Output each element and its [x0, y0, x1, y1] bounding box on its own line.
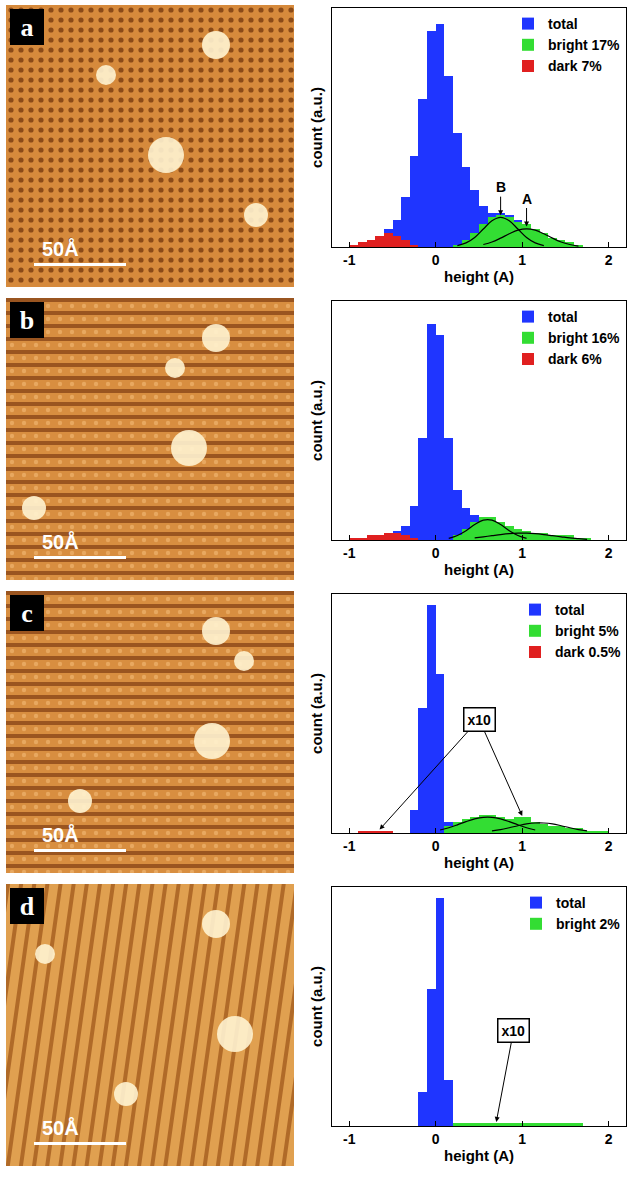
- svg-text:50Å: 50Å: [42, 237, 79, 260]
- svg-text:0: 0: [432, 838, 440, 854]
- svg-text:50Å: 50Å: [42, 1116, 79, 1139]
- svg-text:b: b: [20, 306, 34, 335]
- svg-text:count (a.u.): count (a.u.): [308, 966, 325, 1047]
- svg-text:height (A): height (A): [444, 561, 514, 578]
- svg-text:2: 2: [605, 838, 613, 854]
- svg-text:a: a: [21, 13, 34, 42]
- svg-text:-1: -1: [343, 545, 356, 561]
- svg-text:0: 0: [432, 252, 440, 268]
- svg-text:1: 1: [518, 545, 526, 561]
- svg-text:bright 2%: bright 2%: [556, 916, 620, 932]
- svg-text:1: 1: [518, 1131, 526, 1147]
- svg-text:height (A): height (A): [444, 854, 514, 871]
- svg-text:total: total: [548, 309, 578, 325]
- svg-text:2: 2: [605, 545, 613, 561]
- svg-text:1: 1: [518, 838, 526, 854]
- svg-text:height (A): height (A): [444, 268, 514, 285]
- svg-text:B: B: [496, 179, 506, 195]
- svg-text:count (a.u.): count (a.u.): [308, 380, 325, 461]
- svg-text:d: d: [20, 892, 35, 921]
- svg-text:total: total: [556, 895, 586, 911]
- svg-text:x10: x10: [502, 1023, 526, 1039]
- svg-text:total: total: [548, 16, 578, 32]
- svg-text:bright 16%: bright 16%: [548, 330, 620, 346]
- svg-text:dark 6%: dark 6%: [548, 351, 602, 367]
- svg-text:50Å: 50Å: [42, 823, 79, 846]
- svg-text:50Å: 50Å: [42, 530, 79, 553]
- svg-text:dark 0.5%: dark 0.5%: [555, 644, 621, 660]
- svg-text:bright 5%: bright 5%: [555, 623, 619, 639]
- svg-text:-1: -1: [343, 252, 356, 268]
- svg-text:dark 7%: dark 7%: [548, 58, 602, 74]
- svg-text:count (a.u.): count (a.u.): [308, 87, 325, 168]
- svg-text:bright 17%: bright 17%: [548, 37, 620, 53]
- svg-text:A: A: [522, 191, 532, 207]
- svg-text:1: 1: [518, 252, 526, 268]
- svg-text:2: 2: [605, 1131, 613, 1147]
- svg-text:0: 0: [432, 1131, 440, 1147]
- svg-text:count (a.u.): count (a.u.): [308, 673, 325, 754]
- svg-text:total: total: [555, 602, 585, 618]
- svg-text:x10: x10: [468, 712, 492, 728]
- svg-text:c: c: [21, 599, 33, 628]
- svg-text:-1: -1: [343, 838, 356, 854]
- svg-text:height (A): height (A): [444, 1147, 514, 1164]
- svg-text:-1: -1: [343, 1131, 356, 1147]
- svg-text:0: 0: [432, 545, 440, 561]
- svg-text:2: 2: [605, 252, 613, 268]
